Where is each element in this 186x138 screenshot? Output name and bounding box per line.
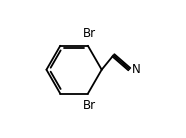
Text: Br: Br: [82, 27, 96, 40]
Text: N: N: [132, 63, 140, 76]
Text: Br: Br: [82, 99, 96, 112]
